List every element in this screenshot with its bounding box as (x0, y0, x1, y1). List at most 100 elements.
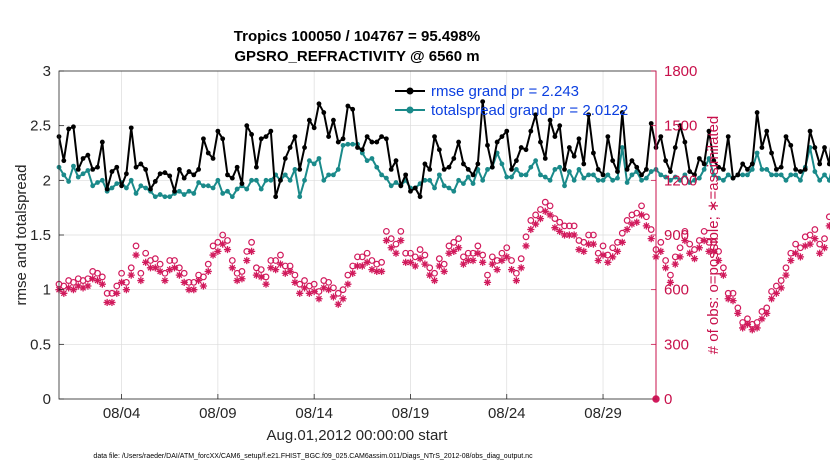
totalspread-point (191, 191, 197, 196)
totalspread-point (253, 177, 259, 183)
rmse-point (528, 128, 534, 134)
rmse-point (668, 169, 673, 174)
obs-assimilated-point (724, 295, 732, 303)
totalspread-point (124, 185, 129, 191)
obs-assimilated-point (387, 244, 395, 252)
totalspread-point (456, 177, 462, 183)
rmse-point (826, 161, 830, 167)
totalspread-point (480, 177, 486, 183)
totalspread-point (624, 180, 630, 185)
totalspread-point (817, 177, 823, 183)
totalspread-point (268, 177, 274, 183)
obs-possible-point (94, 269, 101, 277)
right-y-tick-label: 600 (664, 282, 689, 299)
obs-assimilated-point (455, 244, 463, 252)
legend: rmse grand pr = 2.243 totalspread grand … (395, 83, 628, 119)
rmse-point (807, 128, 813, 134)
rmse-point (311, 125, 317, 131)
obs-possible-point (272, 257, 280, 264)
obs-assimilated-point (329, 293, 338, 301)
obs-assimilated-point (575, 245, 583, 254)
obs-assimilated-point (647, 235, 655, 243)
obs-assimilated-point (214, 247, 222, 255)
totalspread-point (80, 171, 86, 177)
rmse-point (75, 167, 81, 172)
obs-possible-point (310, 280, 318, 288)
obs-assimilated-point (166, 266, 174, 274)
totalspread-point (643, 175, 649, 181)
obs-assimilated-point (79, 284, 87, 292)
obs-assimilated-point (719, 271, 728, 279)
rmse-point (711, 158, 717, 164)
obs-possible-point (618, 229, 626, 237)
obs-possible-point (113, 282, 121, 290)
obs-possible-point (151, 255, 159, 263)
totalspread-point (66, 179, 72, 184)
obs-assimilated-point (320, 284, 328, 292)
rmse-point (61, 158, 67, 164)
rmse-point (436, 147, 442, 153)
rmse-point (225, 172, 230, 178)
obs-possible-point (171, 257, 178, 264)
totalspread-point (321, 177, 327, 183)
totalspread-point (668, 177, 673, 183)
obs-possible-point (267, 257, 275, 264)
obs-possible-point (638, 202, 645, 210)
rmse-point (759, 145, 765, 150)
rmse-point (383, 136, 389, 142)
rmse-point (485, 142, 490, 148)
totalspread-point (586, 172, 591, 178)
totalspread-point (201, 183, 206, 189)
obs-possible-point (681, 227, 689, 235)
rmse-point (610, 158, 616, 164)
rmse-point (417, 194, 423, 200)
obs-assimilated-point (132, 251, 140, 259)
rmse-point (687, 169, 693, 174)
totalspread-point (740, 172, 746, 178)
obs-possible-point (806, 231, 814, 239)
right-y-tick-label: 1500 (664, 118, 697, 135)
rmse-point (538, 139, 543, 145)
obs-assimilated-point (657, 247, 665, 255)
rmse-point (639, 172, 644, 178)
obs-possible-point (585, 231, 592, 239)
obs-assimilated-point (714, 256, 723, 265)
obs-assimilated-point (777, 284, 785, 292)
obs-assimilated-point (825, 222, 830, 230)
totalspread-point (388, 183, 394, 189)
rmse-point (615, 169, 620, 174)
obs-assimilated-point (146, 264, 155, 272)
obs-possible-point (551, 215, 559, 223)
rmse-point (817, 161, 823, 167)
totalspread-point (465, 174, 471, 180)
obs-assimilated-point (310, 287, 318, 296)
obs-assimilated-point (190, 286, 198, 294)
obs-possible-point (132, 242, 140, 250)
obs-possible-point (710, 238, 718, 246)
rmse-point (773, 167, 779, 172)
obs-assimilated-point (763, 309, 771, 317)
obs-assimilated-point (522, 242, 530, 250)
obs-assimilated-point (642, 222, 650, 230)
rmse-point (148, 186, 153, 192)
rmse-point (494, 139, 500, 145)
obs-assimilated-point (806, 240, 814, 248)
obs-assimilated-point (507, 266, 516, 274)
totalspread-point (682, 172, 688, 178)
obs-possible-point (200, 273, 207, 281)
obs-possible-point (546, 202, 554, 210)
obs-possible-point (450, 238, 458, 246)
totalspread-point (306, 158, 312, 164)
rmse-point (90, 167, 96, 172)
obs-possible-point (228, 257, 236, 264)
obs-possible-point (464, 249, 472, 257)
totalspread-point (297, 194, 303, 200)
totalspread-point (292, 167, 298, 172)
obs-assimilated-point (84, 282, 92, 290)
obs-assimilated-point (296, 289, 304, 297)
obs-assimilated-point (421, 260, 429, 268)
obs-assimilated-point (377, 267, 386, 276)
rmse-point (388, 167, 394, 172)
totalspread-point (229, 194, 235, 200)
obs-assimilated-point (560, 231, 569, 239)
